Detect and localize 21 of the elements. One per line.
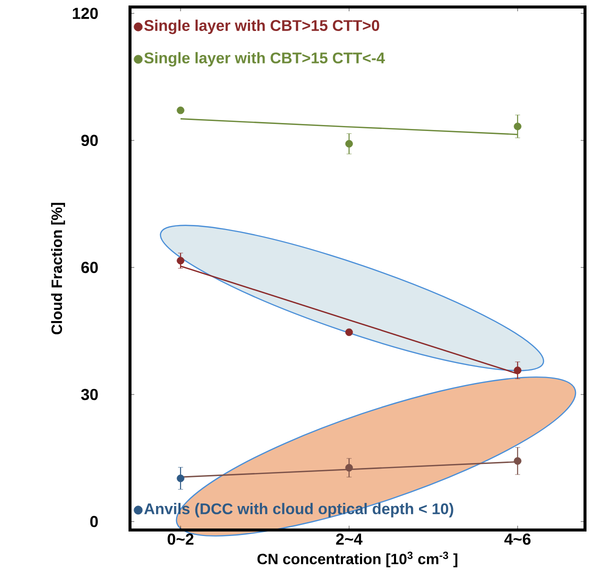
x-axis-title: CN concentration [10$^{3}$ cm$^{-3}$ ] xyxy=(257,552,458,568)
x-tick-label: 4~6 xyxy=(504,534,531,545)
y-axis-title: Cloud Fraction [%] xyxy=(51,202,66,334)
point xyxy=(514,457,522,465)
point xyxy=(345,328,353,336)
y-tick-label: 90 xyxy=(81,134,98,146)
point xyxy=(514,366,522,374)
y-tick-label: 120 xyxy=(72,8,98,19)
point xyxy=(176,256,184,264)
y-tick-label: 60 xyxy=(81,262,98,274)
legend-label: Single layer with CBT>15 CTT<-4 xyxy=(144,52,385,67)
point xyxy=(345,464,353,472)
point xyxy=(345,140,353,148)
x-tick-label: 0~2 xyxy=(168,534,194,545)
x-tick-label: 2~4 xyxy=(336,534,363,545)
legend-label: Single layer with CBT>15 CTT>0 xyxy=(144,20,380,34)
point xyxy=(176,106,184,114)
point xyxy=(514,122,522,130)
y-tick-label: 0 xyxy=(90,516,98,528)
y-tick-label: 30 xyxy=(81,388,98,400)
point xyxy=(176,474,184,482)
